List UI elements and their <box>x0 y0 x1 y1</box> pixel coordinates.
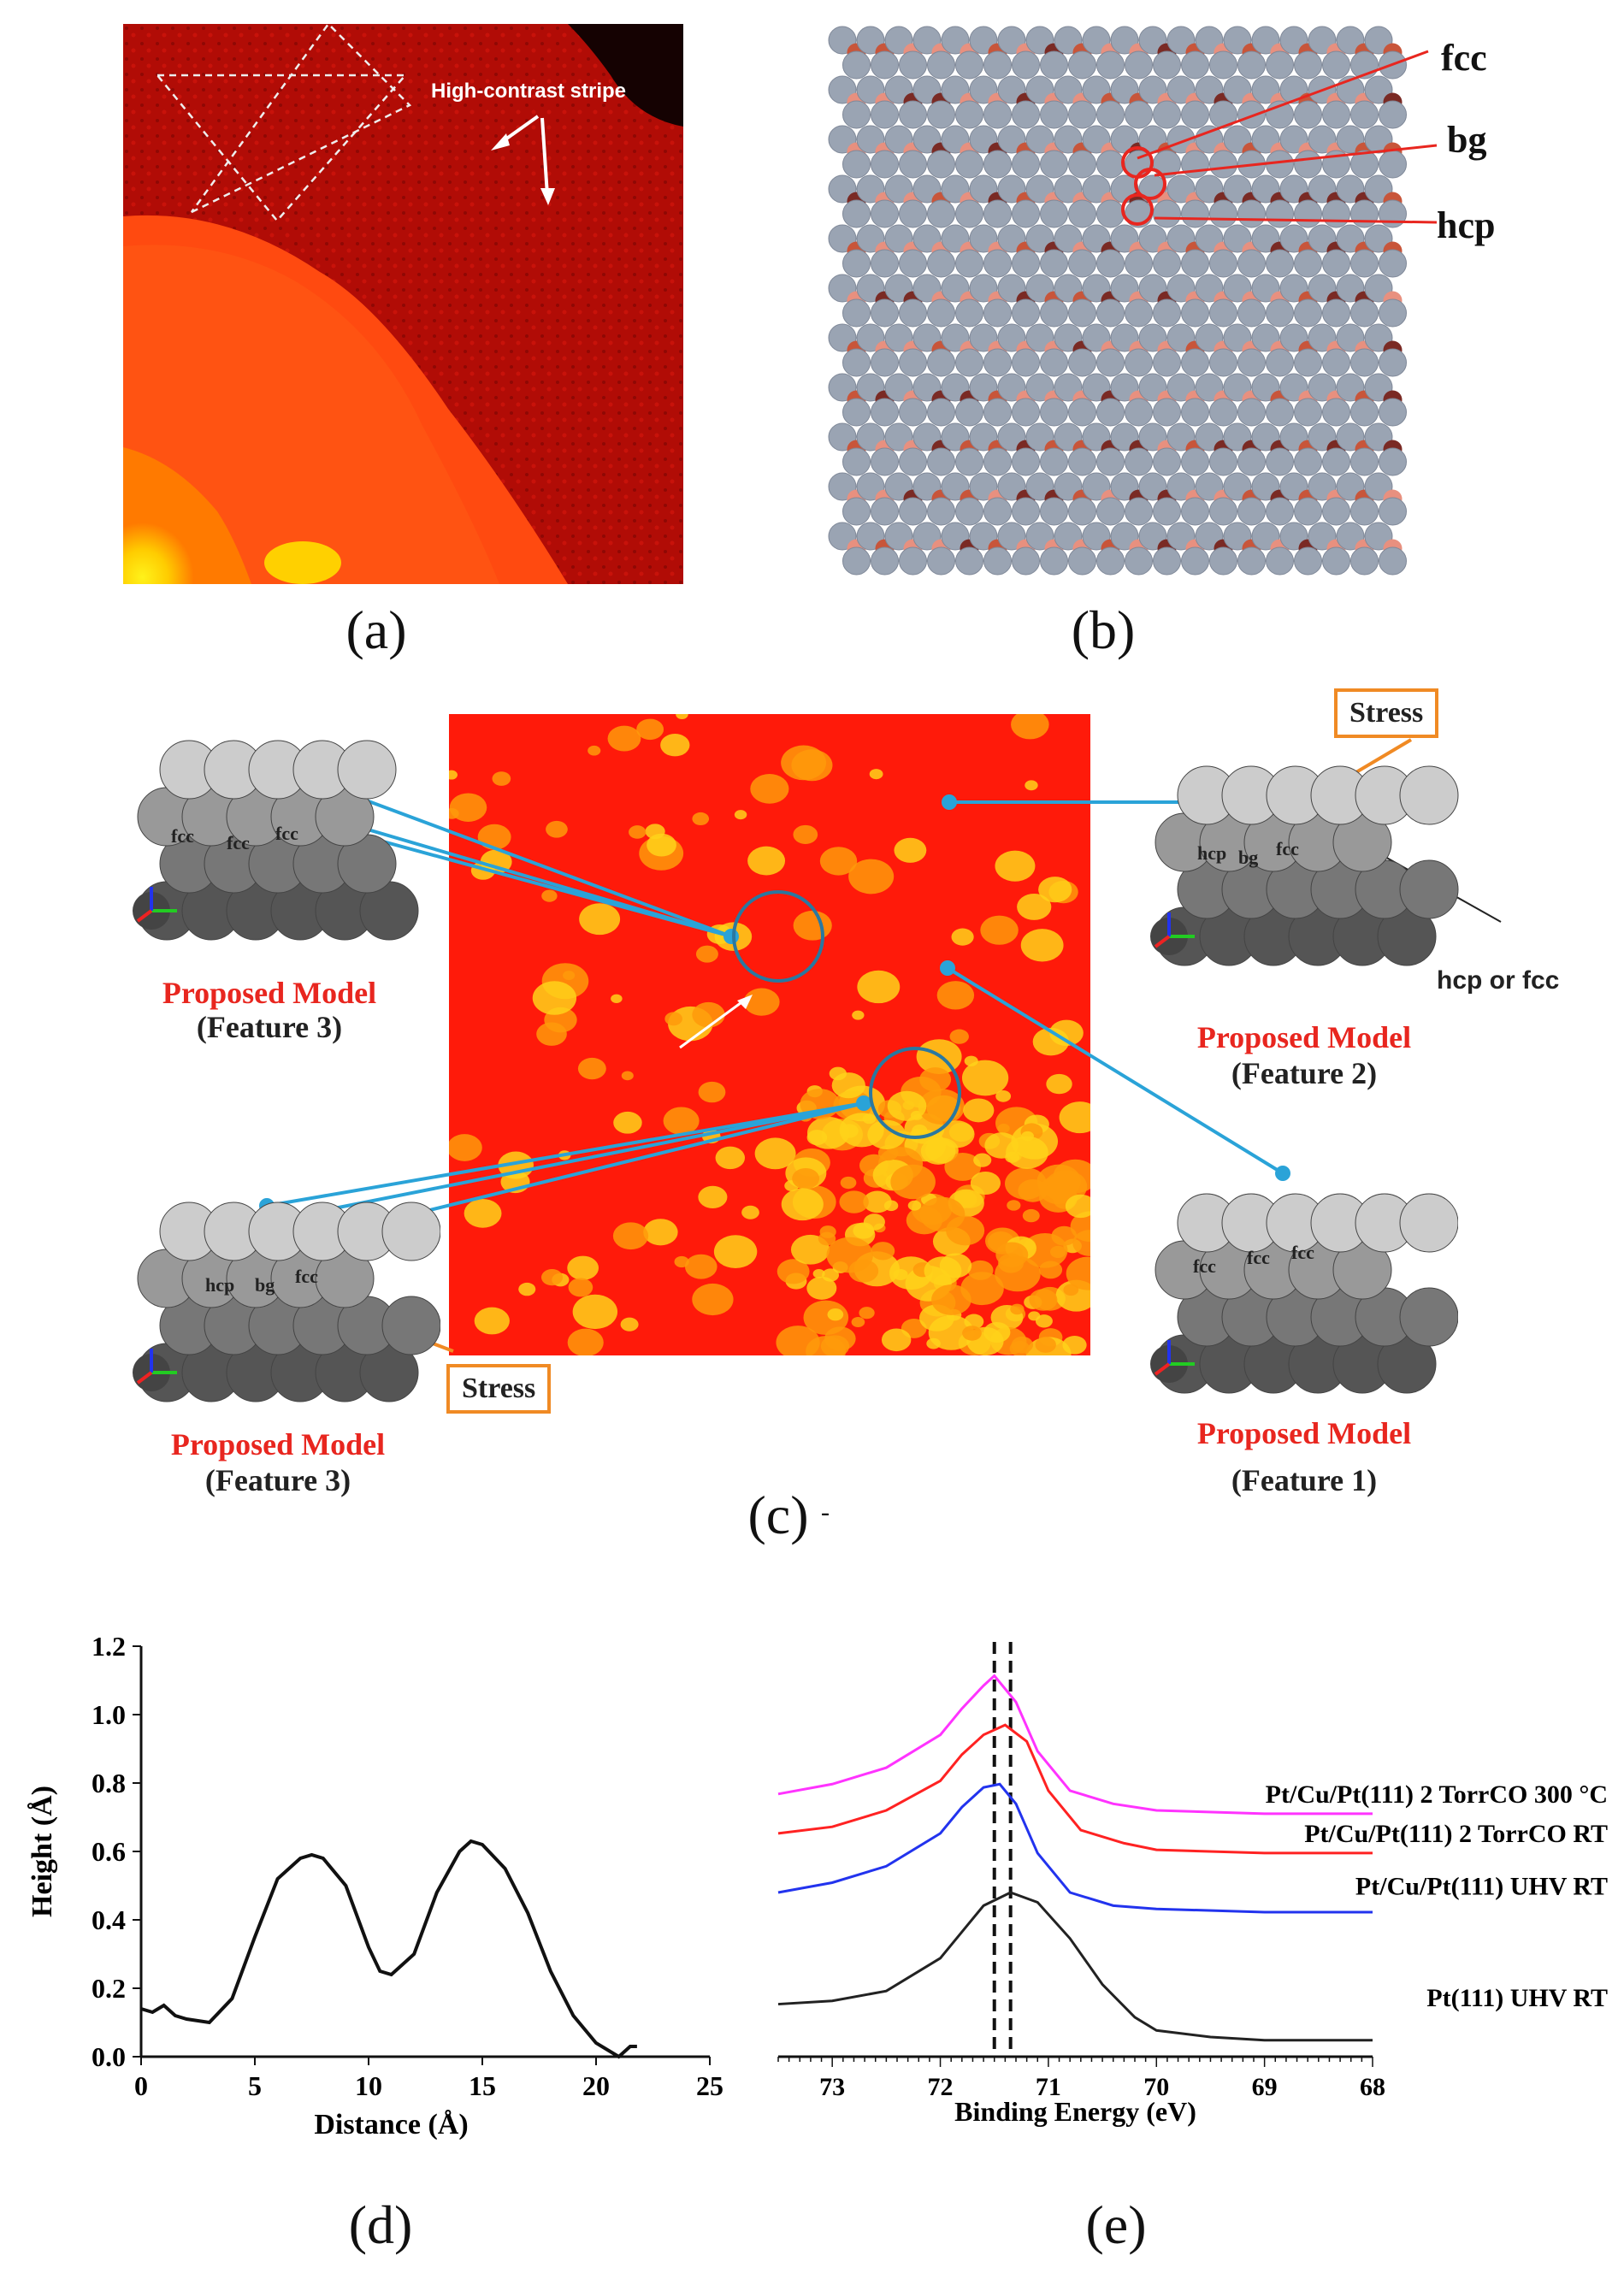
d-y-axis-label: Height (Å) <box>27 1786 58 1917</box>
d-x-tick-label: 10 <box>355 2070 382 2101</box>
d-y-tick-label: 0.2 <box>92 1973 126 2004</box>
e-series-label: Pt/Cu/Pt(111) 2 TorrCO 300 °C <box>1266 1780 1608 1809</box>
c3-site-1: hcp <box>205 1274 235 1296</box>
d-y-tick-label: 0.6 <box>92 1836 126 1867</box>
e-series-line <box>777 1723 1373 1855</box>
d-x-tick-label: 15 <box>469 2070 496 2101</box>
c4-site-2: fcc <box>1247 1247 1270 1268</box>
model-cluster-feature1 <box>1142 1159 1459 1420</box>
d-y-tick-label: 1.2 <box>92 1631 126 1662</box>
model-title-feature3-top: Proposed Model <box>162 976 377 1010</box>
c4-site-3: fcc <box>1291 1242 1314 1263</box>
model-sub-feature1: (Feature 1) <box>1231 1463 1378 1497</box>
c1-site-2: fcc <box>227 832 250 853</box>
c2-site-1: hcp <box>1197 842 1227 864</box>
d-x-tick-label: 5 <box>248 2070 262 2101</box>
e-series-label: Pt/Cu/Pt(111) 2 TorrCO RT <box>1304 1820 1608 1848</box>
e-x-tick-label: 73 <box>819 2073 845 2101</box>
site-label-fcc: fcc <box>1441 37 1487 79</box>
d-series-line <box>140 1839 637 2059</box>
model-title-feature3-bottom: Proposed Model <box>170 1427 386 1461</box>
e-x-tick-label: 70 <box>1143 2073 1169 2101</box>
c2-site-3: fcc <box>1276 838 1299 859</box>
d-y-tick-label: 0.8 <box>92 1768 126 1798</box>
e-x-tick-label: 71 <box>1036 2073 1061 2101</box>
panel-d-label: (d) <box>348 2194 413 2255</box>
panel-c-label-suffix: - <box>821 1498 830 1526</box>
c3-site-3: fcc <box>295 1266 318 1287</box>
e-series-line <box>777 1674 1373 1816</box>
stress-box-top: Stress <box>1334 688 1439 738</box>
e-series-line <box>777 1891 1373 2042</box>
c3-site-2: bg <box>255 1274 275 1296</box>
panel-a-label: (a) <box>345 599 407 660</box>
site-label-bg: bg <box>1447 119 1487 161</box>
d-x-axis-label: Distance (Å) <box>314 2109 468 2140</box>
stripe-annotation: High-contrast stripe <box>431 80 627 103</box>
model-sub-feature3-top: (Feature 3) <box>196 1010 343 1044</box>
e-series-line <box>777 1782 1373 1914</box>
panel-e-chart: 73 72 71 70 69 68 Binding Energy (eV) Pt/Cu/Pt(… <box>753 1612 1616 2176</box>
model-sub-feature3-bottom: (Feature 3) <box>204 1463 351 1497</box>
model-title-feature2: Proposed Model <box>1196 1020 1412 1054</box>
panel-b-lattice <box>825 21 1407 586</box>
stripe-arrows <box>491 115 555 205</box>
panel-c-stm-image <box>445 709 1111 1373</box>
model-title-feature1: Proposed Model <box>1196 1416 1412 1450</box>
star-overlay <box>155 24 412 222</box>
c2-site-2: bg <box>1238 847 1259 868</box>
model-cluster-feature2 <box>1142 748 1475 992</box>
hcp-or-fcc-label: hcp or fcc <box>1437 966 1560 995</box>
e-x-tick-label: 72 <box>928 2073 954 2101</box>
c4-site-1: fcc <box>1193 1255 1216 1277</box>
c1-site-3: fcc <box>275 823 298 844</box>
model-sub-feature2: (Feature 2) <box>1231 1056 1378 1090</box>
e-x-axis-label: Binding Energy (eV) <box>954 2096 1196 2127</box>
c1-site-1: fcc <box>171 825 194 847</box>
e-series-label: Pt/Cu/Pt(111) UHV RT <box>1355 1872 1608 1900</box>
d-x-tick-label: 25 <box>696 2070 723 2101</box>
d-y-tick-label: 1.0 <box>92 1699 126 1730</box>
panel-d-chart: 0 5 10 15 20 25 0.0 0.2 0.4 0.6 0.8 1.0 1.2 Distance … <box>17 1612 744 2176</box>
model-cluster-feature3-bottom <box>124 1159 441 1428</box>
d-x-tick-label: 20 <box>582 2070 610 2101</box>
d-y-tick-label: 0.4 <box>92 1904 126 1935</box>
d-y-tick-label: 0.0 <box>92 2041 126 2072</box>
site-pointers <box>1121 50 1438 226</box>
stress-box-bottom: Stress <box>446 1364 552 1414</box>
e-x-tick-label: 69 <box>1252 2073 1278 2101</box>
panel-b-label: (b) <box>1071 599 1136 660</box>
model-cluster-feature3-top <box>124 714 423 966</box>
panel-a-stm-image: High-contrast stripe <box>123 24 683 584</box>
e-x-tick-label: 68 <box>1360 2073 1385 2101</box>
e-series-label: Pt(111) UHV RT <box>1426 1984 1608 2012</box>
panel-c-label: (c) <box>747 1485 809 1545</box>
d-x-tick-label: 0 <box>134 2070 148 2101</box>
panel-e-label: (e) <box>1085 2194 1147 2255</box>
site-label-hcp: hcp <box>1437 204 1496 246</box>
